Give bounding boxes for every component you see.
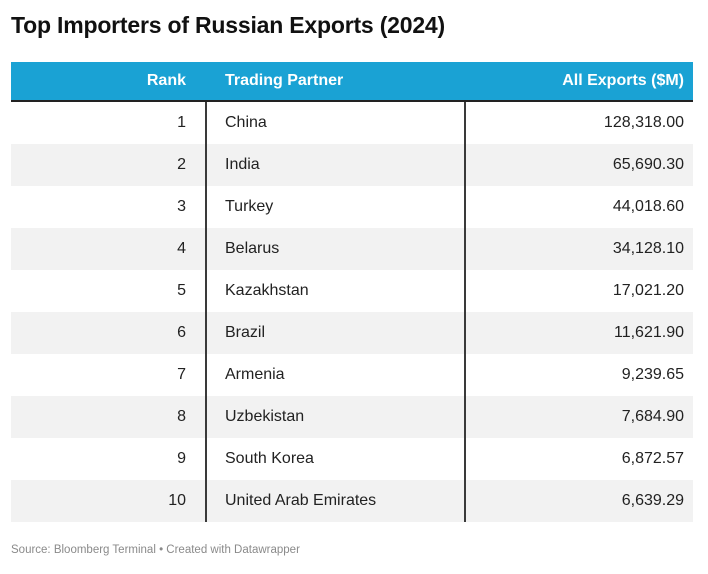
- source-note: Source: Bloomberg Terminal • Created wit…: [11, 544, 300, 556]
- exports-cell: 128,318.00: [464, 102, 693, 144]
- exports-cell: 9,239.65: [464, 354, 693, 396]
- data-table: Rank Trading Partner All Exports ($M) 1 C…: [11, 62, 693, 522]
- rank-cell: 8: [177, 408, 186, 425]
- table-row: 2 India 65,690.30: [11, 144, 693, 186]
- table-body: 1 China 128,318.00 2 India 65,690.30 3 Turkey 44…: [11, 102, 693, 522]
- chart-title: Top Importers of Russian Exports (2024): [11, 12, 445, 38]
- trading-partner-cell: South Korea: [205, 438, 464, 480]
- column-header-rank[interactable]: Rank: [146, 72, 186, 89]
- trading-partner-cell: Uzbekistan: [205, 396, 464, 438]
- exports-cell: 6,639.29: [464, 480, 693, 522]
- table-row: 5 Kazakhstan 17,021.20: [11, 270, 693, 312]
- rank-cell: 7: [177, 366, 186, 383]
- trading-partner-cell: United Arab Emirates: [205, 480, 464, 522]
- rank-cell: 10: [168, 492, 186, 509]
- column-header-trading-partner[interactable]: Trading Partner: [225, 72, 344, 89]
- trading-partner-cell: India: [205, 144, 464, 186]
- exports-cell: 17,021.20: [464, 270, 693, 312]
- table-row: 9 South Korea 6,872.57: [11, 438, 693, 480]
- table-row: 1 China 128,318.00: [11, 102, 693, 144]
- table-header: Rank Trading Partner All Exports ($M): [11, 62, 693, 102]
- rank-cell: 6: [177, 324, 186, 341]
- trading-partner-cell: Belarus: [205, 228, 464, 270]
- rank-cell: 2: [177, 156, 186, 173]
- rank-cell: 9: [177, 450, 186, 467]
- trading-partner-cell: China: [205, 102, 464, 144]
- exports-cell: 65,690.30: [464, 144, 693, 186]
- rank-cell: 5: [177, 282, 186, 299]
- exports-cell: 44,018.60: [464, 186, 693, 228]
- trading-partner-cell: Brazil: [205, 312, 464, 354]
- exports-cell: 6,872.57: [464, 438, 693, 480]
- table-row: 7 Armenia 9,239.65: [11, 354, 693, 396]
- trading-partner-cell: Turkey: [205, 186, 464, 228]
- trading-partner-cell: Kazakhstan: [205, 270, 464, 312]
- column-header-all-exports[interactable]: All Exports ($M): [562, 72, 684, 89]
- exports-cell: 34,128.10: [464, 228, 693, 270]
- trading-partner-cell: Armenia: [205, 354, 464, 396]
- table-row: 4 Belarus 34,128.10: [11, 228, 693, 270]
- table-row: 6 Brazil 11,621.90: [11, 312, 693, 354]
- table-row: 10 United Arab Emirates 6,639.29: [11, 480, 693, 522]
- table-row: 8 Uzbekistan 7,684.90: [11, 396, 693, 438]
- rank-cell: 3: [177, 198, 186, 215]
- rank-cell: 4: [177, 240, 186, 257]
- exports-cell: 7,684.90: [464, 396, 693, 438]
- exports-cell: 11,621.90: [464, 312, 693, 354]
- rank-cell: 1: [177, 114, 186, 131]
- table-row: 3 Turkey 44,018.60: [11, 186, 693, 228]
